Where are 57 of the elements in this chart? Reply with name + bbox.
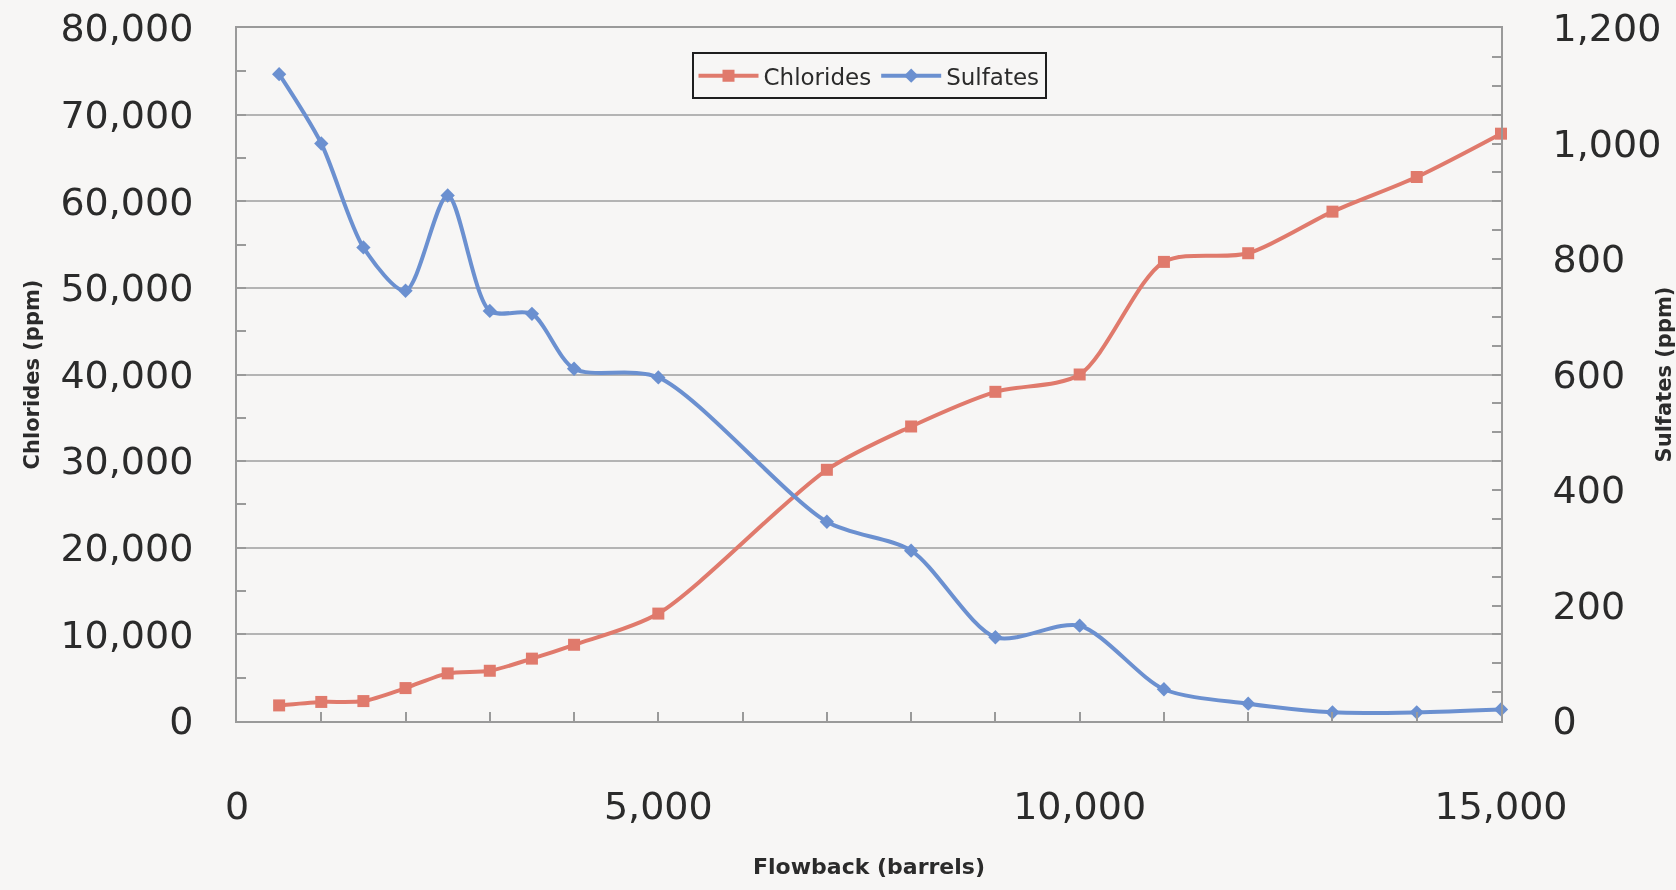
y2-tick-label: 600 <box>1552 352 1626 397</box>
y-tick-label: 30,000 <box>60 439 194 484</box>
point <box>988 630 1003 645</box>
y-tick-label: 60,000 <box>60 179 194 224</box>
point <box>356 240 371 255</box>
point <box>524 306 540 322</box>
point <box>483 664 496 677</box>
y-tick-label: 50,000 <box>60 266 194 311</box>
point <box>1157 255 1170 268</box>
y2-tick-label: 200 <box>1552 583 1626 628</box>
point <box>1241 696 1256 711</box>
point <box>566 361 582 376</box>
point <box>399 682 412 695</box>
point <box>315 695 328 708</box>
y2-tick-label: 400 <box>1552 468 1626 513</box>
x-axis-title: Flowback (barrels) <box>753 854 985 879</box>
point <box>271 67 287 82</box>
y-tick-label: 20,000 <box>60 526 194 571</box>
point <box>314 136 329 151</box>
y2-tick-label: 1,000 <box>1552 121 1662 166</box>
point <box>398 283 413 298</box>
x-tick-label: 15,000 <box>1434 783 1568 828</box>
x-tick-label: 10,000 <box>1013 783 1147 828</box>
point <box>1156 682 1172 697</box>
point <box>1072 618 1087 633</box>
y2-tick-label: 0 <box>1552 699 1577 744</box>
y-tick-label: 10,000 <box>60 612 194 657</box>
point <box>482 303 497 319</box>
point <box>652 607 665 620</box>
point <box>820 463 833 476</box>
point <box>568 638 581 651</box>
y2-axis-title: Sulfates (ppm) <box>1652 286 1676 463</box>
point <box>273 699 286 712</box>
point <box>1410 171 1423 183</box>
point <box>441 667 454 680</box>
legend-label: Sulfates <box>946 63 1040 90</box>
point <box>819 514 835 529</box>
y-axis-title: Chlorides (ppm) <box>20 279 45 470</box>
point <box>903 543 919 558</box>
point <box>1326 205 1339 218</box>
point <box>440 188 455 203</box>
y-tick-label: 80,000 <box>60 6 194 51</box>
point <box>1242 247 1255 260</box>
legend-label: Chlorides <box>763 63 872 90</box>
point <box>525 652 538 665</box>
y-tick-label: 0 <box>169 699 194 744</box>
x-tick-label: 0 <box>224 783 250 828</box>
y2-tick-label: 1,200 <box>1552 6 1662 51</box>
y-tick-label: 70,000 <box>60 92 194 137</box>
x-tick-label: 5,000 <box>603 783 713 828</box>
point <box>989 385 1002 398</box>
point <box>905 420 918 433</box>
point <box>357 695 370 708</box>
y-tick-label: 40,000 <box>60 352 194 397</box>
point <box>651 370 666 385</box>
point <box>1073 368 1086 381</box>
y2-tick-label: 800 <box>1552 237 1626 282</box>
